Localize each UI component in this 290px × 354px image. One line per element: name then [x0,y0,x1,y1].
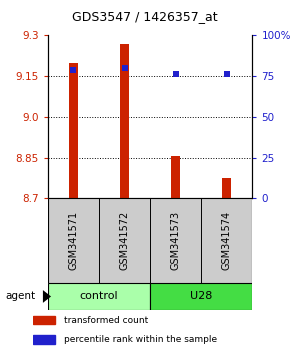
Text: GSM341574: GSM341574 [222,211,232,270]
Text: GSM341571: GSM341571 [68,211,78,270]
Bar [120,44,129,198]
Bar [99,198,150,283]
Bar [48,283,150,310]
Text: GSM341572: GSM341572 [119,211,130,270]
Text: GSM341573: GSM341573 [171,211,181,270]
Text: control: control [80,291,118,302]
Bar [33,316,55,324]
Bar [48,198,99,283]
Bar [222,178,231,198]
Bar [201,198,252,283]
Bar [69,63,78,198]
Text: agent: agent [6,291,36,302]
Bar [171,156,180,198]
Bar [33,335,55,344]
Text: transformed count: transformed count [64,315,148,325]
Text: GDS3547 / 1426357_at: GDS3547 / 1426357_at [72,10,218,23]
Bar [150,198,201,283]
Text: percentile rank within the sample: percentile rank within the sample [64,335,217,344]
Text: U28: U28 [190,291,212,302]
Bar [150,283,252,310]
